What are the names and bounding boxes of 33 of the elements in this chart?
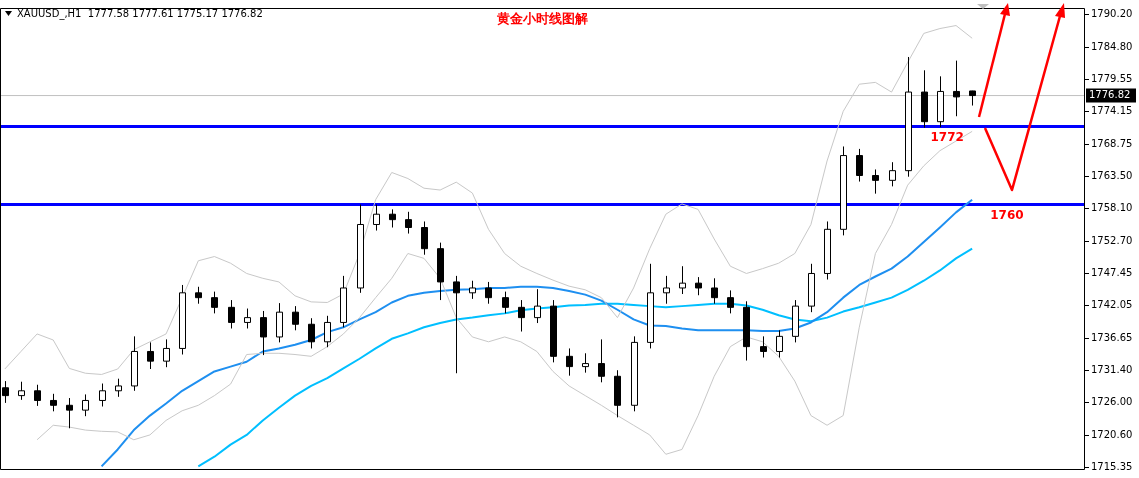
candlestick bbox=[598, 338, 605, 383]
y-tick-label: 1736.65 bbox=[1091, 332, 1133, 344]
y-tick-label: 1768.75 bbox=[1091, 137, 1133, 149]
candlestick bbox=[99, 383, 106, 408]
candlestick bbox=[872, 168, 879, 195]
y-tick-label: 1784.80 bbox=[1091, 40, 1133, 52]
y-tick-label: 1731.40 bbox=[1091, 363, 1133, 375]
annotation: 1772 bbox=[930, 129, 964, 144]
candlestick bbox=[405, 211, 412, 235]
annotation: 1760 bbox=[990, 207, 1024, 222]
candlestick bbox=[147, 341, 154, 370]
chart-subtitle: XAUUSD_,H1 1777.58 1777.61 1775.17 1776.82 bbox=[17, 7, 263, 20]
y-tick-label: 1779.55 bbox=[1091, 72, 1133, 84]
candlestick bbox=[856, 148, 863, 183]
candlestick bbox=[889, 161, 896, 187]
candlestick bbox=[502, 291, 509, 314]
y-tick-label: 1715.35 bbox=[1091, 460, 1133, 472]
y-tick-label: 1758.10 bbox=[1091, 202, 1133, 214]
y-tick-label: 1774.15 bbox=[1091, 105, 1133, 117]
y-tick-label: 1790.20 bbox=[1091, 8, 1133, 20]
ref-line-label: 1776.82 bbox=[1089, 89, 1131, 101]
candlestick bbox=[760, 335, 767, 359]
candlestick bbox=[211, 291, 218, 314]
y-tick-label: 1747.45 bbox=[1091, 266, 1133, 278]
candlestick bbox=[34, 384, 41, 407]
candlestick bbox=[727, 289, 734, 314]
y-tick-label: 1752.70 bbox=[1091, 235, 1133, 247]
y-tick-label: 1742.05 bbox=[1091, 299, 1133, 311]
y-tick-label: 1720.60 bbox=[1091, 429, 1133, 441]
candlestick bbox=[244, 308, 251, 329]
y-tick-label: 1763.50 bbox=[1091, 169, 1133, 181]
y-tick-label: 1726.00 bbox=[1091, 396, 1133, 408]
chart-title: 黄金小时线图解 bbox=[496, 11, 588, 27]
